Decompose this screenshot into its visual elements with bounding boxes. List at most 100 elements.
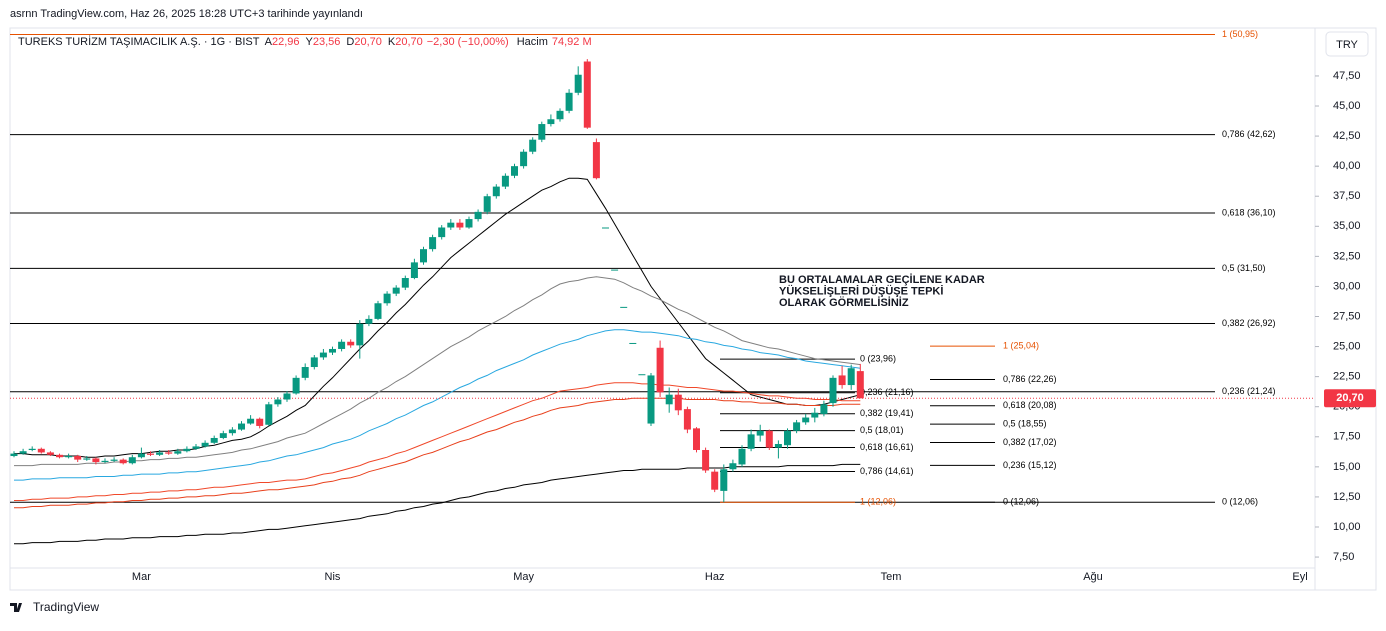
candle-body	[356, 323, 364, 346]
last-price-tag	[1324, 389, 1376, 408]
candle-body	[683, 409, 691, 430]
fib-label: 0,236 (21,24)	[1222, 386, 1276, 396]
y-tick-label: 17,50	[1333, 431, 1361, 443]
fib-label: 1 (12,06)	[860, 497, 896, 507]
candle-body	[410, 262, 418, 279]
candle-body	[629, 342, 637, 344]
field-key: D	[346, 36, 354, 48]
candle-body	[620, 306, 628, 308]
candle-body	[793, 422, 801, 431]
y-tick-label: 30,00	[1333, 280, 1361, 292]
fib-set: 0 (23,96) 0,236 (21,16) 0,382 (19,41) 0,5 (…	[720, 353, 914, 507]
y-tick-label: 7,50	[1333, 551, 1354, 563]
candle-body	[856, 371, 864, 399]
candle-body	[265, 404, 273, 425]
candle-body	[756, 430, 764, 436]
moving-average	[14, 382, 861, 501]
candle-body	[538, 124, 546, 140]
field-value: 23,56	[313, 36, 341, 48]
change-value: −2,30 (−10,00%)	[427, 36, 509, 48]
candle-body	[10, 453, 18, 457]
published-note: asrnn TradingView.com, Haz 26, 2025 18:2…	[10, 8, 363, 20]
y-tick-label: 12,50	[1333, 491, 1361, 503]
candle-body	[101, 460, 109, 463]
field-value: 22,96	[272, 36, 300, 48]
candle-body	[310, 357, 318, 368]
candle-body	[347, 341, 355, 346]
candle-body	[283, 393, 291, 400]
last-price-label: 20,70	[1336, 392, 1364, 404]
symbol-name: TUREKS TURİZM TAŞIMACILIK A.Ş. · 1G · BI…	[18, 35, 260, 48]
moving-average	[14, 177, 861, 458]
candle-body	[338, 341, 346, 349]
candle-body	[565, 92, 573, 111]
candle-body	[201, 442, 209, 447]
moving-average	[14, 329, 861, 481]
candle-body	[847, 368, 855, 386]
candle-body	[747, 434, 755, 449]
candle-body	[256, 418, 264, 426]
candle-body	[192, 446, 200, 449]
annotation: YÜKSELİŞLERİ DÜŞÜŞE TEPKİ	[779, 284, 943, 297]
fib-label: 1 (25,04)	[1003, 340, 1039, 350]
fib-set: 1 (50,95) 0,786 (42,62) 0,618 (36,10) 0,5 (…	[10, 29, 1276, 507]
candle-body	[174, 451, 182, 454]
candle-body	[501, 175, 509, 187]
candle-body	[56, 454, 63, 458]
fib-label: 0 (12,06)	[1222, 497, 1258, 507]
candle-body	[474, 211, 482, 220]
fib-set: 1 (25,04) 0,786 (22,26) 0,618 (20,08) 0,5 (…	[930, 340, 1057, 507]
candle-body	[592, 142, 600, 179]
symbol-legend: TUREKS TURİZM TAŞIMACILIK A.Ş. · 1G · BI…	[18, 35, 592, 48]
candle-body	[247, 418, 255, 424]
candle-body	[137, 453, 145, 458]
candle-body	[210, 437, 218, 443]
y-tick-label: 15,00	[1333, 461, 1361, 473]
candle-body	[702, 450, 710, 471]
candle-body	[820, 404, 828, 414]
moving-average	[14, 276, 861, 467]
fib-label: 0,786 (14,61)	[860, 466, 914, 476]
fib-label: 0,618 (36,10)	[1222, 207, 1276, 217]
candle-body	[274, 399, 282, 405]
field-key: K	[388, 36, 396, 48]
fib-label: 0,618 (20,08)	[1003, 400, 1057, 410]
candle-body	[784, 430, 791, 446]
y-tick-label: 47,50	[1333, 70, 1361, 82]
candle-body	[520, 151, 528, 167]
fib-label: 0,5 (18,55)	[1003, 419, 1047, 429]
candle-body	[611, 269, 619, 271]
candle-body	[465, 219, 473, 228]
currency-label[interactable]: TRY	[1336, 39, 1358, 51]
moving-average	[14, 463, 861, 545]
moving-average	[14, 397, 861, 509]
currency-button[interactable]	[1325, 31, 1369, 57]
fib-label: 0,382 (19,41)	[860, 408, 914, 418]
fib-label: 0,786 (22,26)	[1003, 374, 1057, 384]
candle-body	[374, 303, 382, 319]
candle-body	[674, 394, 682, 411]
candle-body	[574, 74, 582, 93]
candle-body	[583, 61, 591, 128]
annotation: OLARAK GÖRMELİSİNİZ	[779, 296, 909, 309]
y-tick-label: 35,00	[1333, 220, 1361, 232]
candle-body	[65, 456, 73, 458]
candle-body	[219, 433, 227, 438]
candle-body	[693, 428, 700, 451]
candle-body	[37, 448, 45, 453]
field-value: 20,70	[395, 36, 423, 48]
candle-body	[556, 110, 564, 120]
candle-body	[602, 227, 609, 229]
candle-body	[638, 374, 646, 376]
candle-body	[19, 451, 27, 454]
candle-body	[511, 166, 518, 176]
candle-body	[738, 448, 746, 465]
field-key: A	[265, 36, 273, 48]
chart-frame	[9, 27, 1377, 591]
candle-body	[183, 448, 191, 452]
fib-label: 1 (50,95)	[1222, 29, 1258, 39]
candle-body	[720, 469, 728, 491]
candle-body	[492, 186, 500, 197]
